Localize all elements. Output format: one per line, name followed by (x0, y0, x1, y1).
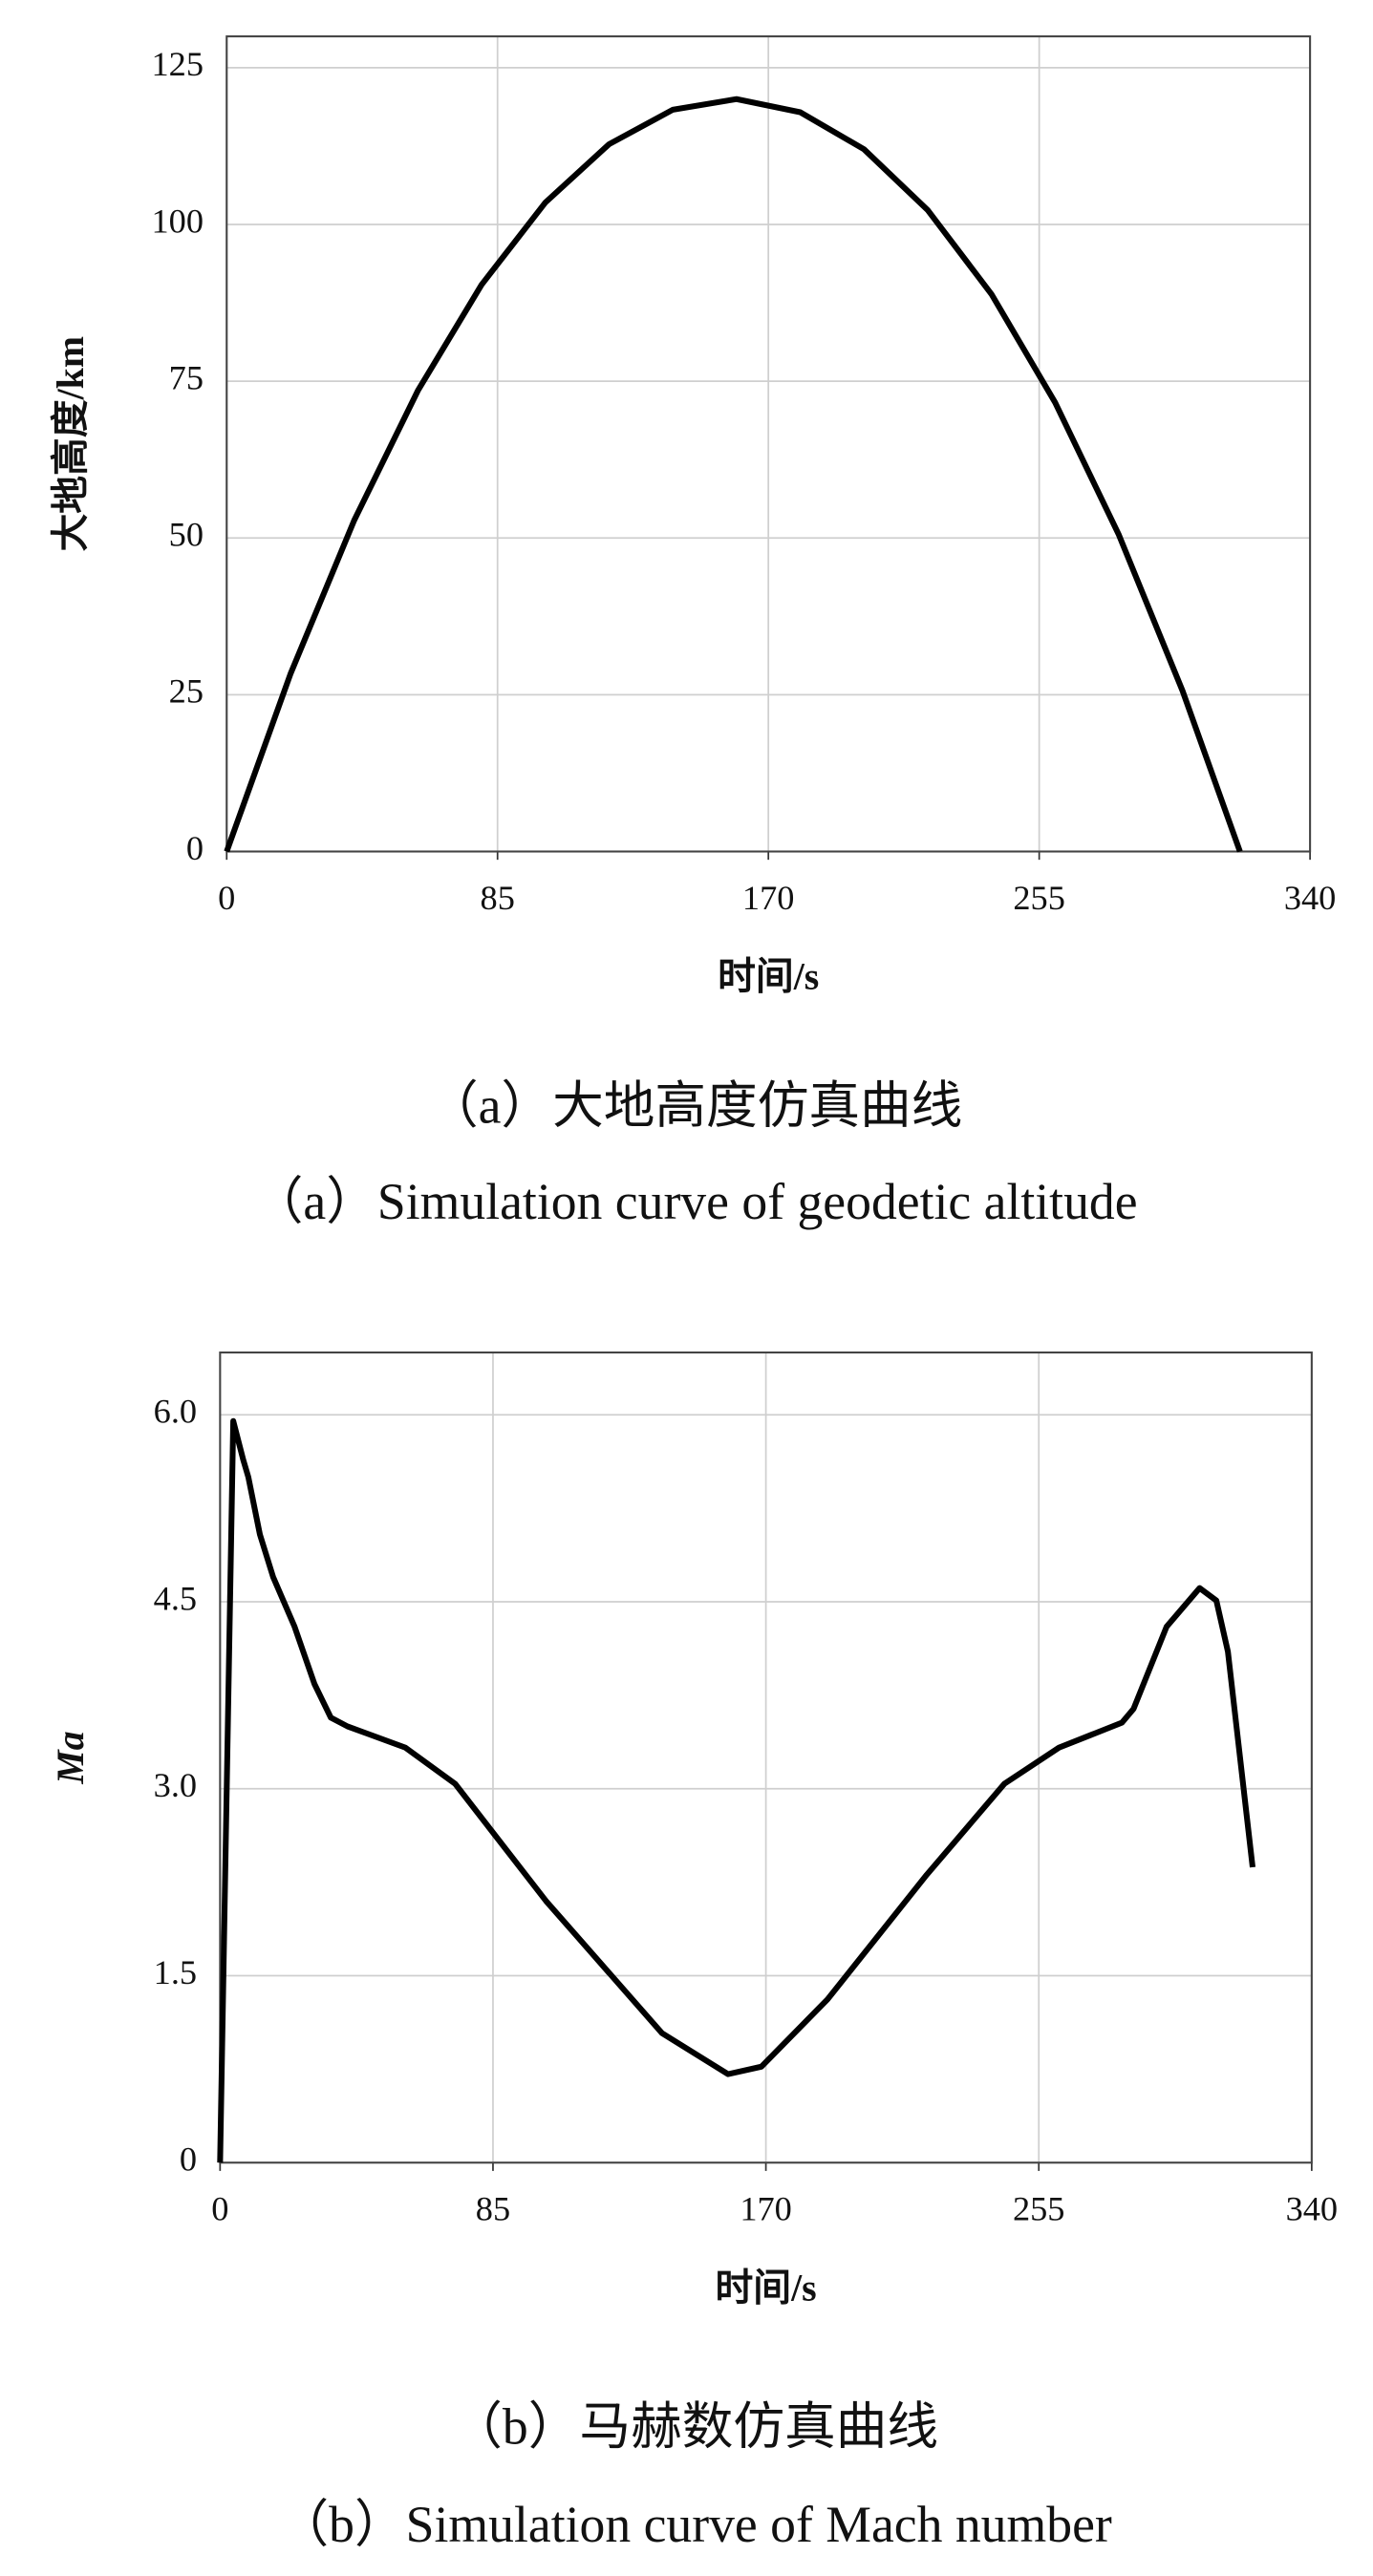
data-line (224, 96, 1243, 853)
y-tick-label: 100 (152, 202, 204, 240)
y-tick-label: 3.0 (154, 1766, 197, 1804)
x-tick-label: 170 (742, 879, 795, 917)
y-axis-title: 大地高度/km (50, 336, 92, 552)
caption: （a）Simulation curve of geodetic altitude (252, 1173, 1138, 1230)
x-tick-label: 255 (1013, 879, 1065, 917)
caption: （b）Simulation curve of Mach number (278, 2496, 1112, 2553)
y-axis-title: Ma (50, 1731, 92, 1784)
y-tick-label: 75 (169, 358, 204, 396)
data-line (217, 1417, 1256, 2163)
x-tick-label: 0 (211, 2190, 228, 2228)
x-tick-label: 340 (1284, 879, 1337, 917)
x-axis-title: 时间/s (716, 2267, 817, 2309)
x-tick-label: 170 (740, 2190, 792, 2228)
y-tick-label: 4.5 (154, 1579, 197, 1617)
plot-frame (219, 1351, 1313, 2164)
y-tick-label: 50 (169, 516, 204, 554)
y-tick-label: 25 (169, 672, 204, 711)
y-tick-label: 6.0 (154, 1393, 197, 1431)
x-tick-label: 85 (481, 879, 515, 917)
y-tick-label: 0 (180, 2140, 197, 2179)
y-tick-label: 1.5 (154, 1953, 197, 1991)
x-tick-label: 340 (1286, 2190, 1339, 2228)
x-tick-label: 255 (1013, 2190, 1065, 2228)
x-tick-label: 85 (476, 2190, 510, 2228)
x-axis-title: 时间/s (718, 956, 819, 998)
caption: （a）大地高度仿真曲线 (427, 1077, 962, 1135)
x-tick-label: 0 (218, 879, 235, 917)
y-tick-label: 0 (186, 829, 204, 867)
plot-frame (225, 35, 1312, 853)
caption: （b）马赫数仿真曲线 (451, 2398, 938, 2456)
y-tick-label: 125 (152, 45, 204, 83)
